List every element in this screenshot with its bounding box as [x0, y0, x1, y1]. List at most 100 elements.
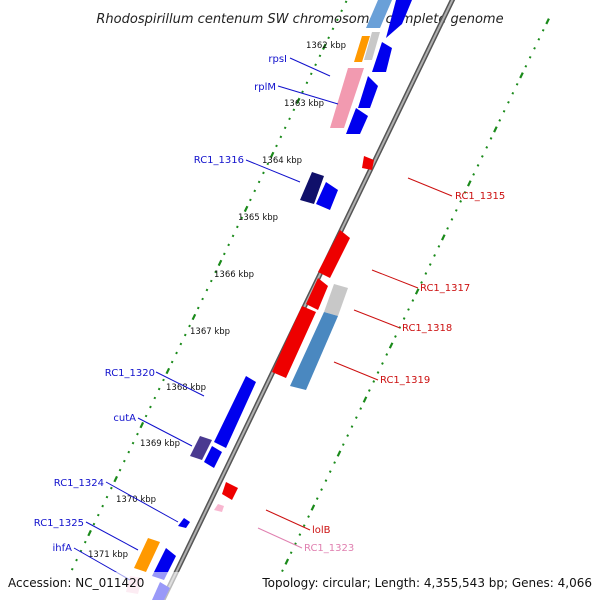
gene-RC1_1323[interactable] — [214, 504, 224, 512]
gene-RC1_1318-red[interactable] — [306, 278, 328, 310]
rail-tick-mark — [407, 308, 410, 311]
rail-tick-mark — [545, 18, 550, 25]
gene-RC1_1315[interactable] — [362, 156, 374, 170]
gene-forward-1[interactable] — [372, 42, 392, 72]
gene-forward-3[interactable] — [346, 108, 368, 134]
rail-tick-mark — [463, 191, 467, 194]
rail-tick-mark — [307, 515, 310, 518]
rail-tick-mark — [402, 317, 406, 320]
rail-tick-mark — [327, 36, 330, 40]
label-RC1_1325[interactable]: RC1_1325 — [34, 518, 84, 529]
rail-tick-mark — [519, 72, 524, 79]
rail-tick-mark — [420, 281, 423, 284]
rail-tick-mark — [183, 333, 187, 337]
label-ihfA[interactable]: ihfA — [53, 543, 73, 554]
rail-tick-mark — [336, 450, 342, 457]
rail-tick-mark — [498, 119, 502, 122]
rail-tick-mark — [362, 396, 368, 403]
rail-tick-mark — [87, 529, 92, 537]
label-rpsI[interactable]: rpsI — [268, 54, 287, 65]
gene-forward-5[interactable] — [204, 446, 222, 468]
label-cutA[interactable]: cutA — [113, 413, 136, 424]
rail-tick-mark — [454, 209, 458, 212]
gene-RC1_1318-grey[interactable] — [324, 284, 348, 316]
kbp-label: 1364 kbp — [262, 156, 302, 166]
rail-tick-mark — [83, 540, 87, 544]
rail-tick-mark — [257, 180, 261, 184]
label-RC1_1317[interactable]: RC1_1317 — [420, 283, 470, 294]
gene-top-blue-left[interactable] — [366, 0, 392, 28]
label-RC1_1316[interactable]: RC1_1316 — [194, 155, 244, 166]
label-RC1_1319[interactable]: RC1_1319 — [380, 375, 430, 386]
rail-tick-mark — [175, 351, 178, 355]
rail-tick-mark — [528, 55, 532, 59]
rail-tick-mark — [262, 171, 265, 175]
rail-tick-mark — [310, 504, 316, 511]
rail-tick-mark — [157, 387, 161, 391]
gene-RC1_1319[interactable] — [272, 306, 316, 378]
label-RC1_1320[interactable]: RC1_1320 — [105, 368, 155, 379]
gene-RC1_1317[interactable] — [318, 230, 350, 278]
label-RC1_1318[interactable]: RC1_1318 — [402, 323, 452, 334]
gene-top-grey[interactable] — [364, 32, 380, 60]
rail-tick-mark — [144, 414, 148, 418]
rail-tick-mark — [214, 270, 217, 274]
tick-rails — [70, 0, 550, 573]
gene-RC1_1318[interactable] — [290, 312, 338, 390]
gene-rplM[interactable] — [330, 68, 364, 128]
label-lolB[interactable]: lolB — [312, 525, 331, 536]
rail-tick-mark — [205, 288, 209, 292]
rail-tick-mark — [322, 43, 327, 50]
gene-rpsI[interactable] — [354, 36, 370, 62]
label-RC1_1315[interactable]: RC1_1315 — [455, 191, 505, 202]
rail-tick-mark — [502, 109, 506, 113]
rail-tick-mark — [243, 205, 249, 213]
gene-cutA[interactable] — [190, 436, 212, 460]
rail-tick-mark — [511, 91, 515, 95]
label-RC1_1324[interactable]: RC1_1324 — [54, 478, 104, 489]
gene-forward-2[interactable] — [358, 76, 378, 108]
rail-tick-mark — [289, 551, 293, 555]
kbp-labels: 1362 kbp 1363 kbp 1364 kbp 1365 kbp 1366… — [88, 41, 346, 560]
rail-tick-mark — [411, 299, 415, 302]
accession-text: Accession: NC_011420 — [8, 576, 144, 590]
rail-tick-mark — [314, 63, 317, 67]
rail-tick-mark — [288, 117, 291, 121]
rail-tick-mark — [149, 405, 152, 409]
rail-tick-mark — [131, 441, 135, 445]
gene-RC1_1325[interactable] — [134, 538, 160, 572]
rail-tick-mark — [188, 324, 191, 328]
rail-tick-mark — [333, 461, 336, 464]
gene-forward-4[interactable] — [316, 182, 338, 210]
label-RC1_1323[interactable]: RC1_1323 — [304, 543, 354, 554]
gene-lolB[interactable] — [222, 482, 238, 500]
rail-tick-mark — [305, 81, 309, 85]
rail-tick-mark — [105, 495, 109, 499]
rail-tick-mark — [227, 243, 230, 247]
rail-tick-mark — [302, 524, 306, 527]
rail-tick-mark — [165, 367, 171, 375]
kbp-label: 1362 kbp — [306, 41, 346, 51]
rail-tick-mark — [350, 425, 354, 428]
label-rplM[interactable]: rplM — [254, 82, 276, 93]
rail-tick-mark — [481, 155, 484, 158]
rail-tick-mark — [223, 252, 226, 256]
rail-tick-mark — [320, 488, 323, 491]
rail-tick-mark — [284, 558, 290, 565]
gene-top-blue-right[interactable] — [386, 0, 412, 38]
rail-tick-mark — [294, 542, 297, 546]
gene-RC1_1316[interactable] — [300, 172, 324, 204]
rail-tick-mark — [292, 108, 296, 112]
gene-RC1_1320[interactable] — [214, 376, 256, 448]
rail-tick-mark — [507, 100, 510, 104]
rail-tick-mark — [385, 353, 389, 356]
kbp-label: 1363 kbp — [284, 99, 324, 109]
rail-tick-mark — [275, 144, 278, 148]
right-gene-labels: RC1_1315 RC1_1317 RC1_1318 RC1_1319 lolB… — [304, 191, 505, 554]
kbp-label: 1370 kbp — [116, 495, 156, 505]
rail-tick-mark — [441, 234, 446, 241]
rail-tick-mark — [340, 9, 343, 13]
gene-RC1_1324[interactable] — [178, 518, 190, 528]
rail-tick-mark — [428, 263, 432, 266]
rail-tick-mark — [269, 151, 275, 159]
